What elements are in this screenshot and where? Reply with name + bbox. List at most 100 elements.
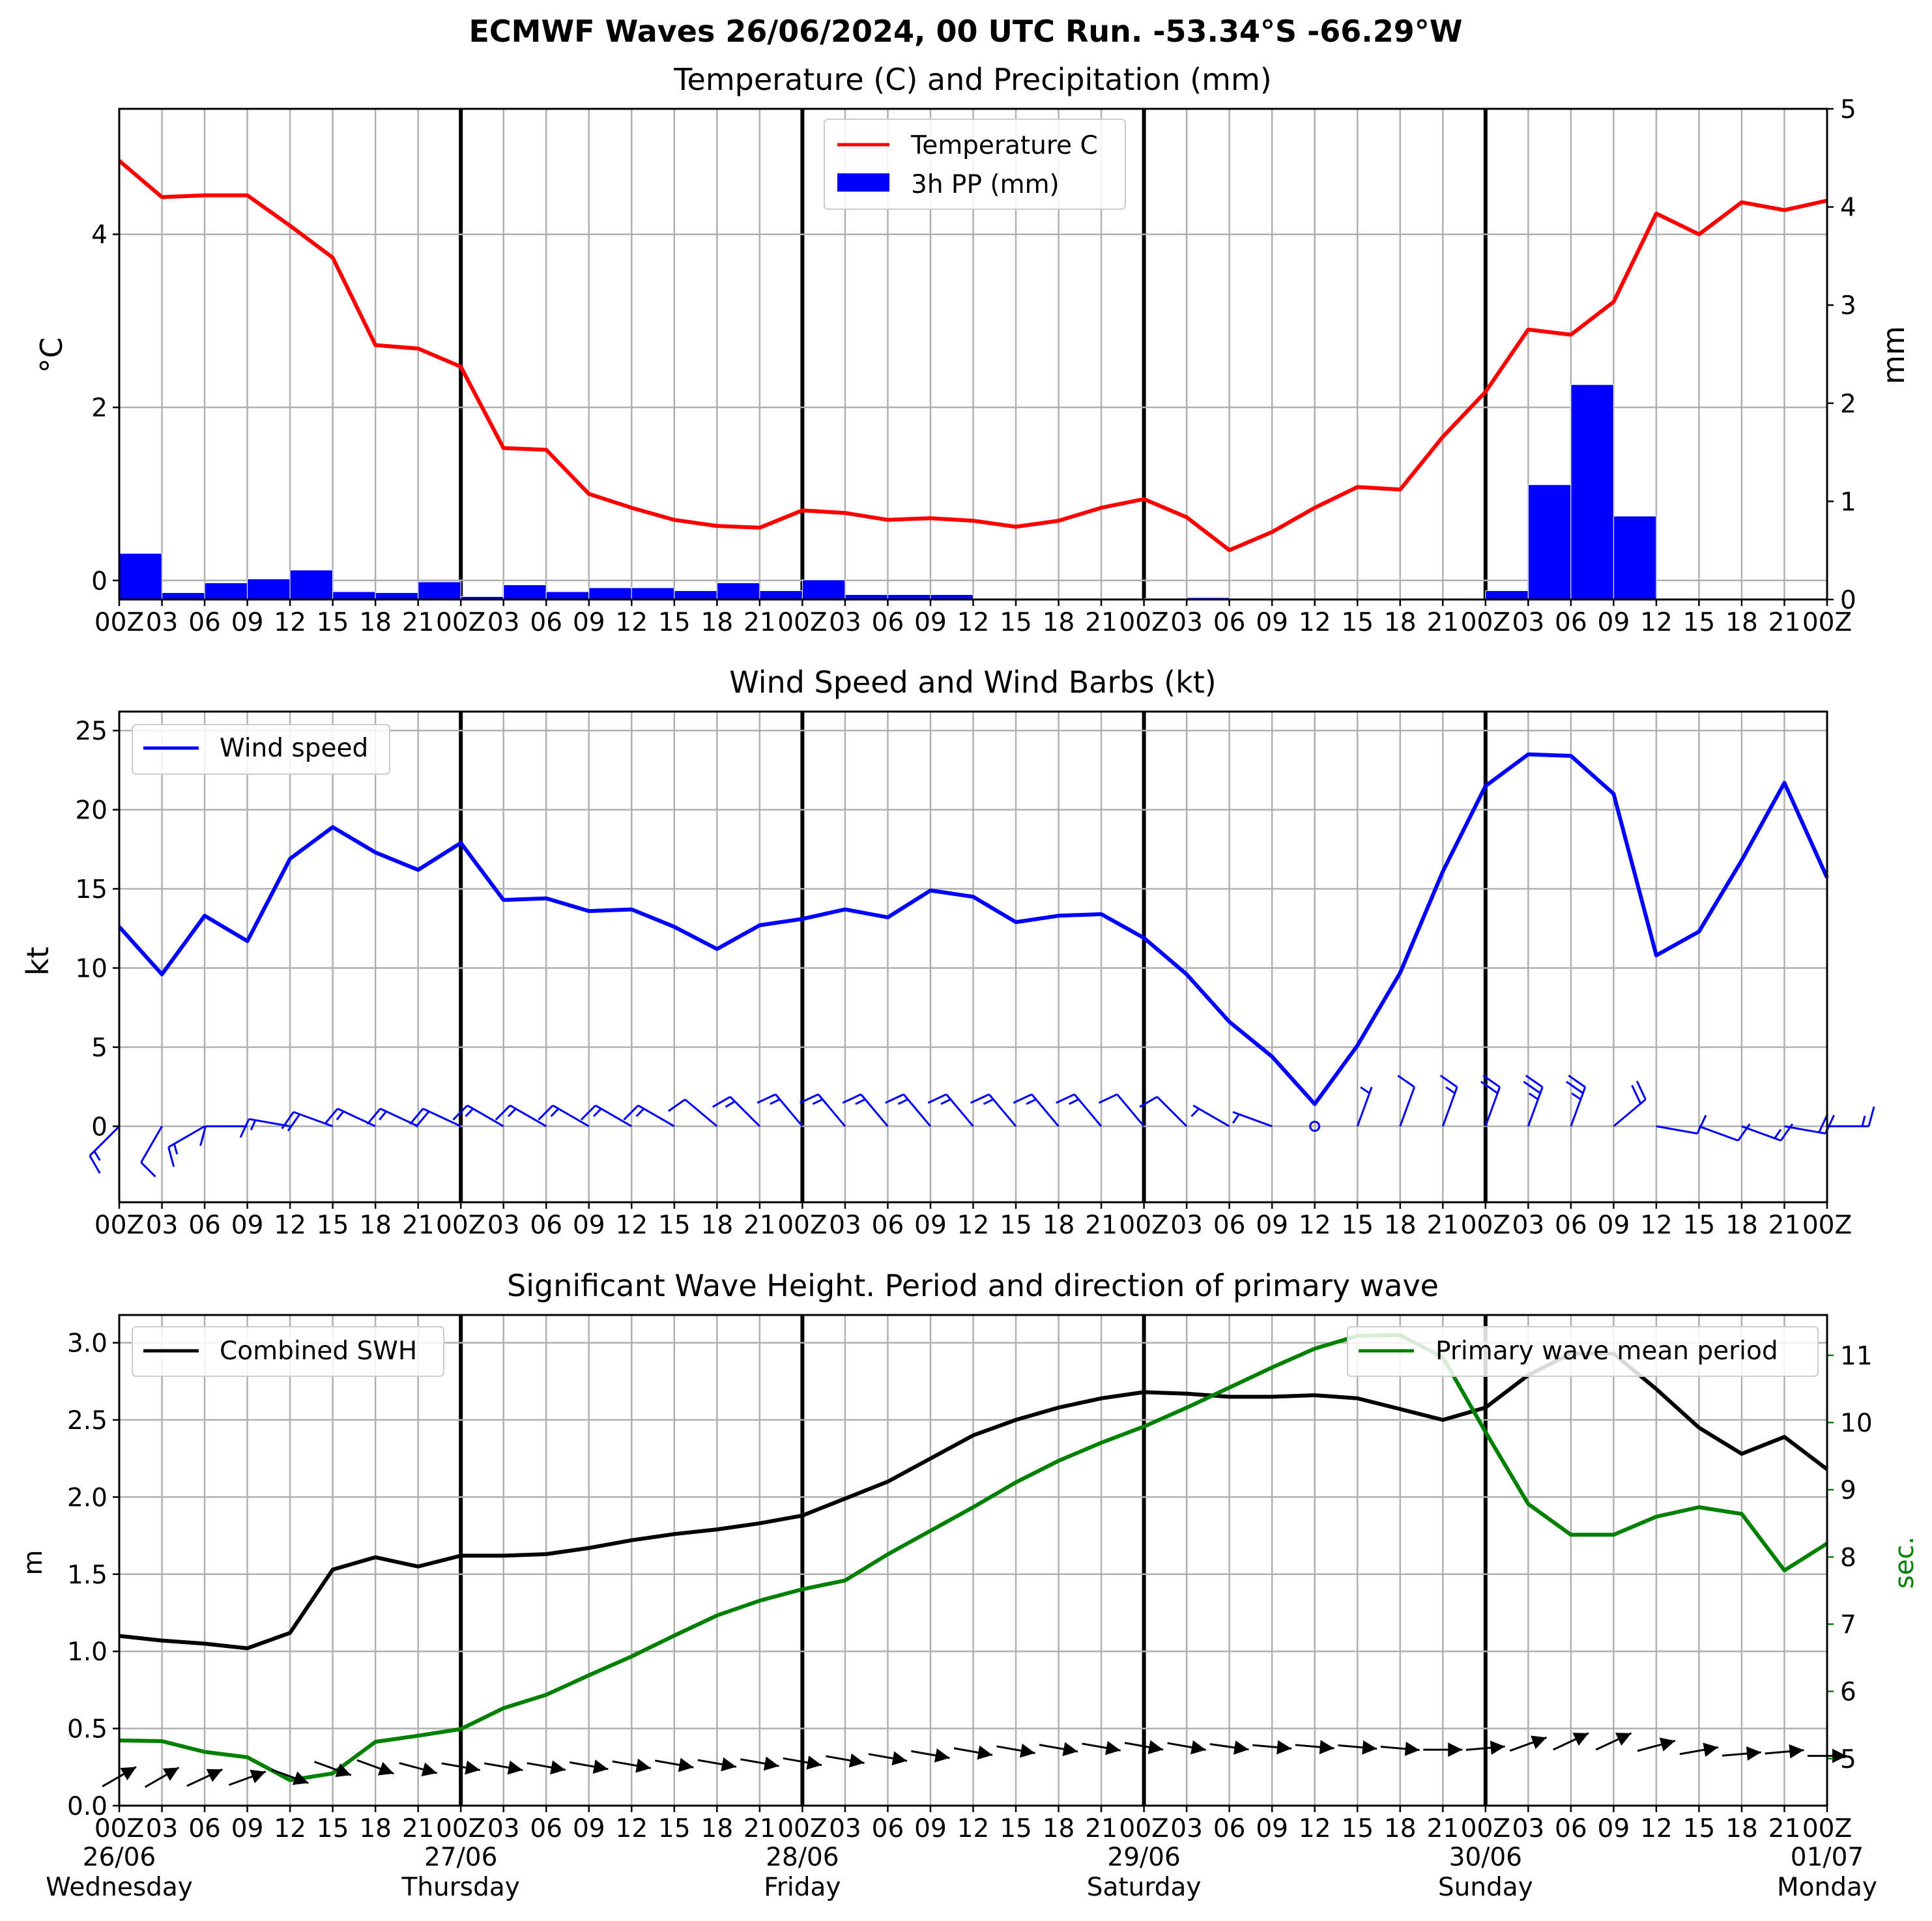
- x-tick-label: 21: [743, 1211, 776, 1240]
- wind-barb: [1356, 1086, 1373, 1127]
- x-tick-label: 03: [829, 608, 861, 637]
- y-right-tick-label: 2: [1840, 390, 1856, 419]
- x-tick-label: 06: [188, 1814, 221, 1843]
- wave-panel: Significant Wave Height. Period and dire…: [18, 1268, 1920, 1902]
- x-tick-label: 21: [402, 1814, 435, 1843]
- panel-1-title: Wind Speed and Wind Barbs (kt): [729, 665, 1216, 700]
- y-tick-label: 2.5: [67, 1406, 108, 1436]
- wave-direction-arrow: [186, 1769, 223, 1787]
- x-tick-label: 21: [1426, 1211, 1459, 1240]
- x-tick-label: 21: [402, 1211, 435, 1240]
- panel-2-legend-period: Primary wave mean period: [1347, 1326, 1819, 1377]
- wind-barb: [1480, 1075, 1501, 1127]
- x-tick-label: 15: [1683, 1814, 1716, 1843]
- y-right-tick-label: 11: [1840, 1342, 1873, 1371]
- x-tick-label: 12: [615, 1211, 648, 1240]
- x-tick-label: 00Z: [777, 1211, 827, 1240]
- panel-2-ylabel-right: sec.: [1890, 1537, 1920, 1589]
- day-date-label: 29/06: [1107, 1843, 1180, 1872]
- wave-direction-arrow: [697, 1757, 737, 1772]
- x-tick-label: 12: [274, 1814, 306, 1843]
- wind-barb: [89, 1125, 121, 1174]
- x-tick-label: 03: [487, 608, 520, 637]
- wind-barb: [140, 1125, 163, 1177]
- precip-bar: [162, 592, 205, 600]
- x-tick-label: 03: [146, 1211, 179, 1240]
- wave-direction-arrow: [1423, 1742, 1463, 1757]
- wave-direction-arrow: [1167, 1740, 1206, 1755]
- wave-direction-arrow: [1338, 1740, 1377, 1755]
- wind-barb: [538, 1105, 590, 1127]
- wave-direction-arrow: [228, 1769, 267, 1786]
- x-tick-label: 03: [829, 1814, 861, 1843]
- wave-direction-arrow: [740, 1756, 779, 1771]
- wave-direction-arrow: [1679, 1742, 1719, 1757]
- y-right-tick-label: 6: [1840, 1678, 1856, 1707]
- x-tick-label: 18: [701, 608, 734, 637]
- wind-barb: [800, 1093, 846, 1127]
- x-tick-label: 06: [188, 1211, 221, 1240]
- wave-direction-arrow: [996, 1743, 1035, 1758]
- y-tick-label: 5: [91, 1033, 108, 1063]
- x-tick-label: 09: [1598, 1814, 1630, 1843]
- temperature-precip-panel: Temperature (C) and Precipitation (mm) °…: [34, 62, 1911, 637]
- y-tick-label: 1.0: [67, 1638, 108, 1667]
- day-date-label: 28/06: [766, 1843, 839, 1872]
- wind-barb: [1439, 1075, 1458, 1127]
- wind-barb: [199, 1125, 248, 1146]
- wind-barb: [1523, 1075, 1544, 1127]
- y-tick-label: 2: [91, 394, 108, 423]
- x-tick-label: 18: [1043, 1814, 1075, 1843]
- precip-bar: [1527, 484, 1572, 600]
- x-tick-label: 21: [1426, 608, 1459, 637]
- x-tick-label: 12: [274, 608, 306, 637]
- wave-direction-arrow: [1082, 1740, 1121, 1755]
- x-tick-label: 00Z: [1802, 1814, 1852, 1843]
- wave-direction-arrow: [655, 1757, 694, 1772]
- x-tick-label: 21: [1768, 608, 1801, 637]
- x-tick-label: 12: [957, 608, 990, 637]
- wind-barb: [281, 1111, 334, 1132]
- panel-0-title: Temperature (C) and Precipitation (mm): [673, 62, 1271, 97]
- panel-2-title: Significant Wave Height. Period and dire…: [507, 1268, 1439, 1303]
- wave-direction-arrow: [399, 1762, 438, 1776]
- wave-direction-arrow: [271, 1769, 309, 1785]
- panel-2-ylabel: m: [18, 1550, 48, 1576]
- precip-bar: [204, 582, 248, 600]
- wind-barb: [1056, 1093, 1103, 1127]
- wave-direction-arrow: [1209, 1740, 1249, 1755]
- x-tick-label: 15: [658, 1814, 691, 1843]
- x-tick-label: 21: [743, 608, 776, 637]
- wind-barb: [668, 1099, 718, 1127]
- x-tick-label: 03: [1170, 1211, 1203, 1240]
- wave-direction-arrow: [569, 1759, 609, 1774]
- x-tick-label: 00Z: [1802, 1211, 1852, 1240]
- panel-1-ylabel: kt: [20, 947, 55, 976]
- panel-2-legend-swh: Combined SWH: [132, 1326, 444, 1377]
- x-tick-label: 00Z: [1461, 608, 1510, 637]
- wave-direction-arrow: [1124, 1740, 1164, 1755]
- wave-direction-arrow: [868, 1751, 908, 1766]
- wind-barb: [1309, 1120, 1321, 1132]
- x-tick-label: 06: [1555, 608, 1587, 637]
- wave-direction-arrow: [1295, 1740, 1334, 1755]
- x-tick-label: 21: [1085, 1211, 1117, 1240]
- x-tick-label: 06: [872, 1211, 904, 1240]
- wind-barb: [1232, 1111, 1273, 1127]
- x-tick-label: 06: [1555, 1211, 1587, 1240]
- x-tick-label: 06: [1213, 1814, 1246, 1843]
- x-tick-label: 12: [1299, 1814, 1331, 1843]
- x-tick-label: 06: [530, 1211, 562, 1240]
- wind-barb: [842, 1093, 889, 1127]
- x-tick-label: 09: [573, 608, 605, 637]
- x-tick-label: 21: [743, 1814, 776, 1843]
- x-tick-label: 12: [1640, 1814, 1673, 1843]
- x-tick-label: 03: [487, 1211, 520, 1240]
- legend-period: Primary wave mean period: [1435, 1336, 1778, 1366]
- x-tick-label: 09: [573, 1814, 605, 1843]
- x-tick-label: 09: [1256, 1814, 1288, 1843]
- x-tick-label: 18: [1384, 1211, 1417, 1240]
- x-tick-label: 12: [615, 608, 648, 637]
- wave-direction-arrow: [1380, 1741, 1420, 1756]
